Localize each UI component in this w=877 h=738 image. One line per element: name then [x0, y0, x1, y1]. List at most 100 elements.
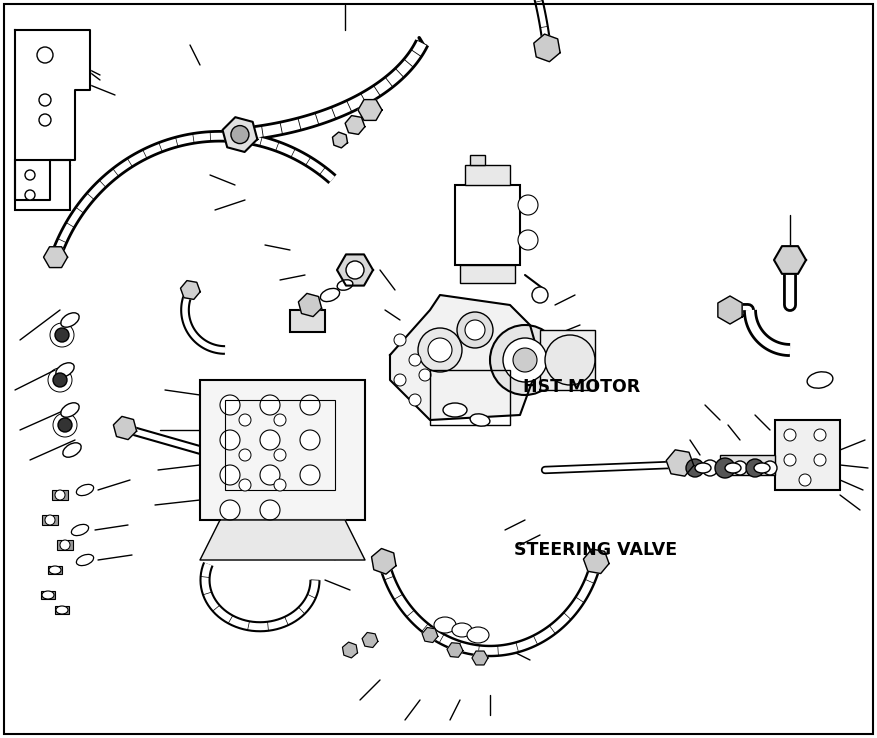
Polygon shape	[332, 132, 347, 148]
Circle shape	[220, 430, 240, 450]
Polygon shape	[472, 651, 488, 665]
Ellipse shape	[76, 484, 94, 496]
Circle shape	[220, 500, 240, 520]
Circle shape	[239, 449, 251, 461]
Polygon shape	[583, 549, 609, 573]
Polygon shape	[15, 30, 90, 200]
Ellipse shape	[61, 313, 79, 327]
Bar	[200, 380, 365, 520]
Circle shape	[763, 461, 777, 475]
Circle shape	[274, 479, 286, 491]
Circle shape	[409, 354, 421, 366]
Circle shape	[686, 459, 704, 477]
Circle shape	[784, 429, 796, 441]
Circle shape	[55, 490, 65, 500]
Bar	[52, 490, 68, 500]
Circle shape	[457, 312, 493, 348]
Polygon shape	[200, 520, 365, 560]
Circle shape	[532, 287, 548, 303]
Polygon shape	[113, 416, 137, 440]
Circle shape	[503, 338, 547, 382]
Ellipse shape	[725, 463, 741, 473]
Ellipse shape	[434, 617, 456, 633]
Ellipse shape	[470, 414, 490, 426]
Polygon shape	[358, 100, 382, 120]
Bar	[57, 540, 73, 550]
Circle shape	[25, 190, 35, 200]
Polygon shape	[298, 294, 322, 317]
Circle shape	[231, 125, 249, 144]
Bar	[15, 160, 70, 210]
Bar	[42, 515, 58, 525]
Ellipse shape	[467, 627, 489, 643]
Circle shape	[220, 465, 240, 485]
Ellipse shape	[337, 280, 353, 290]
Circle shape	[814, 454, 826, 466]
Circle shape	[260, 430, 280, 450]
Circle shape	[409, 394, 421, 406]
Circle shape	[55, 328, 69, 342]
Ellipse shape	[49, 566, 61, 574]
Polygon shape	[390, 295, 540, 420]
Circle shape	[53, 373, 67, 387]
Bar	[455, 185, 520, 265]
Bar	[460, 265, 515, 283]
Ellipse shape	[71, 525, 89, 536]
Polygon shape	[343, 642, 358, 658]
Polygon shape	[44, 246, 68, 268]
Circle shape	[300, 465, 320, 485]
Circle shape	[518, 195, 538, 215]
Circle shape	[428, 338, 452, 362]
Ellipse shape	[443, 403, 467, 417]
Polygon shape	[223, 117, 257, 152]
Circle shape	[239, 414, 251, 426]
Bar	[430, 370, 510, 425]
Circle shape	[733, 461, 747, 475]
Ellipse shape	[56, 363, 75, 377]
Bar	[41, 591, 55, 599]
Circle shape	[58, 418, 72, 432]
Polygon shape	[372, 548, 396, 574]
Polygon shape	[181, 280, 200, 300]
Ellipse shape	[42, 591, 54, 599]
Circle shape	[784, 454, 796, 466]
Circle shape	[260, 395, 280, 415]
Circle shape	[239, 479, 251, 491]
Bar	[775, 420, 840, 490]
Ellipse shape	[695, 463, 711, 473]
Circle shape	[471, 628, 485, 642]
Circle shape	[60, 540, 70, 550]
Circle shape	[274, 449, 286, 461]
Bar	[465, 165, 510, 185]
Ellipse shape	[76, 554, 94, 565]
Circle shape	[394, 334, 406, 346]
Ellipse shape	[452, 623, 472, 637]
Ellipse shape	[320, 289, 339, 302]
Circle shape	[39, 114, 51, 126]
Polygon shape	[447, 643, 463, 658]
Circle shape	[715, 458, 735, 478]
Ellipse shape	[807, 372, 833, 388]
Text: HST MOTOR: HST MOTOR	[523, 379, 640, 396]
Text: STEERING VALVE: STEERING VALVE	[514, 541, 677, 559]
Circle shape	[746, 459, 764, 477]
Bar	[540, 330, 595, 390]
Circle shape	[518, 230, 538, 250]
Ellipse shape	[754, 463, 770, 473]
Bar	[48, 566, 62, 574]
Circle shape	[25, 170, 35, 180]
Ellipse shape	[56, 606, 68, 614]
Circle shape	[300, 430, 320, 450]
Circle shape	[45, 515, 55, 525]
Circle shape	[39, 94, 51, 106]
Circle shape	[220, 395, 240, 415]
Ellipse shape	[61, 403, 79, 417]
Polygon shape	[534, 34, 560, 62]
Circle shape	[260, 465, 280, 485]
Circle shape	[418, 328, 462, 372]
Circle shape	[513, 348, 537, 372]
Bar	[225, 400, 335, 490]
Bar	[720, 455, 775, 475]
Circle shape	[438, 618, 452, 632]
Circle shape	[814, 429, 826, 441]
